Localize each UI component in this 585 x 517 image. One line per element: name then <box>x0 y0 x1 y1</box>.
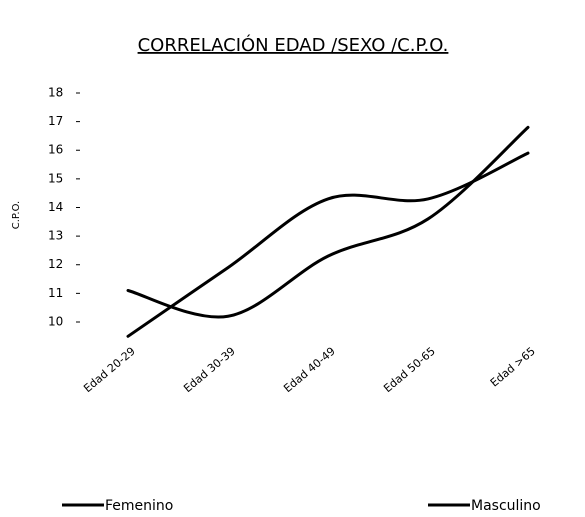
series-line <box>126 125 530 319</box>
legend-label: Femenino <box>105 498 173 514</box>
y-tick-label: 11 <box>48 286 63 300</box>
y-tick-label: 18 <box>48 85 63 99</box>
x-tick-label: Edad 20-29 <box>81 345 138 396</box>
y-tick-label: 12 <box>48 257 63 271</box>
x-tick-label: Edad 50-65 <box>381 345 438 396</box>
y-tick-label: 14 <box>48 200 63 214</box>
y-tick-label: 17 <box>48 114 63 128</box>
legend-label: Masculino <box>471 498 541 514</box>
y-axis-label: C.P.O. <box>11 201 22 229</box>
y-tick-label: 10 <box>48 314 63 328</box>
x-tick-label: Edad 40-49 <box>281 345 338 396</box>
chart-title: CORRELACIÓN EDAD /SEXO /C.P.O. <box>138 34 449 56</box>
y-tick-label: 13 <box>48 229 63 243</box>
series-line <box>126 151 530 338</box>
x-tick-label: Edad >65 <box>488 345 538 390</box>
x-tick-label: Edad 30-39 <box>181 345 238 396</box>
y-tick-label: 15 <box>48 171 63 185</box>
y-tick-label: 16 <box>48 143 63 157</box>
